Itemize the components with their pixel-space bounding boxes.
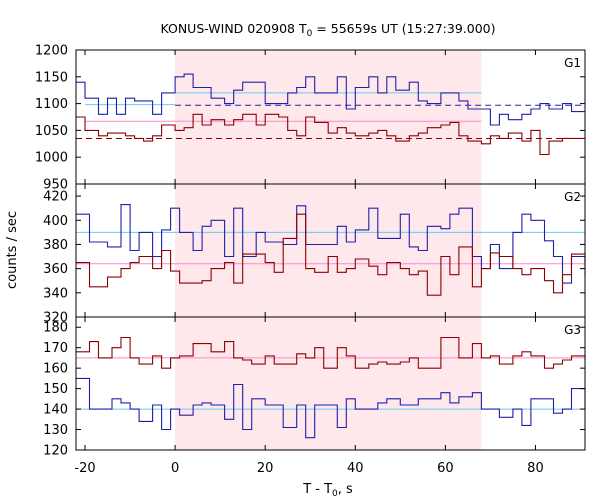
y-tick-label: 1200 [35,44,68,59]
panel-frame [75,316,586,451]
shaded-interval [175,184,482,317]
panel-g1: 950 1000 1050 1100 1150 1200 G1 [35,44,586,193]
series-red-g2 [76,213,586,296]
y-tick-label: 120 [43,444,68,459]
y-tick-label: 160 [43,362,68,377]
x-tick-label: -20 [74,461,95,476]
y-tick-label: 340 [43,286,68,301]
y-tick-label: 180 [43,321,68,336]
y-tick-label: 1100 [35,97,68,112]
y-tick-label: 1000 [35,151,68,166]
y-tick-label: 400 [43,214,68,229]
series-red-g3 [76,336,586,369]
shaded-interval [175,50,482,184]
series-blue-g3 [76,377,586,439]
panel-label: G1 [564,56,581,70]
y-tick-label: 320 [43,311,68,326]
series-red-g1 [76,113,585,156]
y-tick-label: 150 [43,382,68,397]
y-tick-label: 950 [43,178,68,193]
y-tick-label: 420 [43,190,68,205]
shaded-interval [175,317,482,450]
panel-g3: 120 130 140 150 160 170 180 G3 [43,316,586,459]
series-blue-g2 [76,204,586,284]
y-tick-label: 140 [43,403,68,418]
x-tick-label: 20 [257,461,274,476]
panel-label: G2 [564,190,581,204]
y-axis-label: counts / sec [5,211,20,289]
y-tick-label: 380 [43,238,68,253]
y-tick-label: 130 [43,423,68,438]
panel-label: G3 [564,323,581,337]
y-tick-label: 170 [43,341,68,356]
x-axis-label: T - T0, s [302,482,353,499]
x-tick-label: 40 [347,461,364,476]
y-tick-label: 1050 [35,124,68,139]
y-tick-label: 1150 [35,70,68,85]
panel-g2: 320 340 360 380 400 420 G2 [43,183,586,326]
chart-title: KONUS-WIND 020908 T0 = 55659s UT (15:27:… [160,21,495,39]
x-tick-label: 80 [527,461,544,476]
series-blue-g1 [76,73,585,126]
y-tick-label: 360 [43,262,68,277]
x-tick-label: 0 [171,461,179,476]
x-tick-label: 60 [437,461,454,476]
